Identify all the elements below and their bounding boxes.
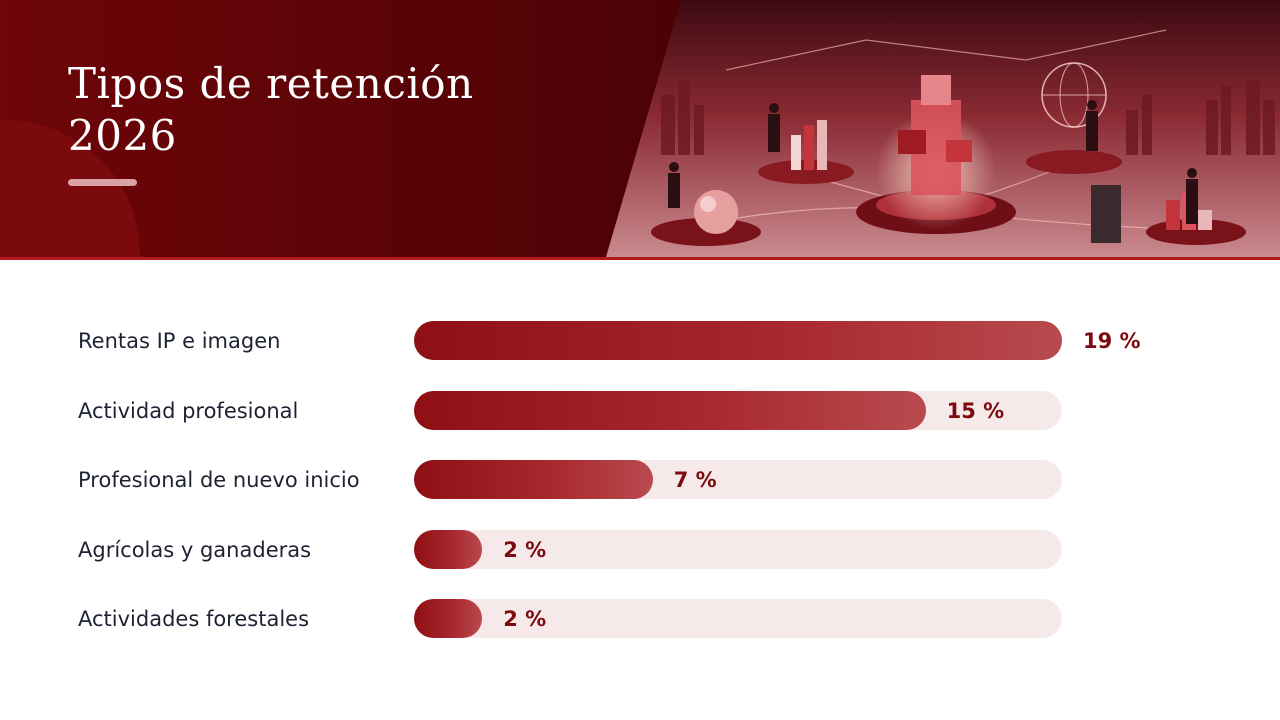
value-label: 2 %: [503, 538, 547, 562]
page-title: Tipos de retención 2026: [68, 58, 588, 162]
bar: [414, 321, 1062, 360]
bar: [414, 530, 483, 569]
value-label: 15 %: [946, 399, 1005, 423]
title-line-2: 2026: [68, 111, 177, 160]
value-label: 7 %: [673, 468, 717, 492]
category-label: Actividades forestales: [78, 607, 310, 631]
bar: [414, 460, 653, 499]
category-label: Profesional de nuevo inicio: [78, 468, 360, 492]
title-underline: [68, 179, 137, 186]
bar: [414, 391, 926, 430]
bar-track: [414, 599, 1062, 638]
city-network-illustration: [606, 0, 1280, 257]
value-label: 2 %: [503, 607, 547, 631]
category-label: Rentas IP e imagen: [78, 329, 281, 353]
bar-track: [414, 530, 1062, 569]
category-label: Actividad profesional: [78, 399, 299, 423]
bar: [414, 599, 483, 638]
header-banner: Tipos de retención 2026: [0, 0, 1280, 257]
header-divider: [0, 257, 1280, 260]
category-label: Agrícolas y ganaderas: [78, 538, 312, 562]
title-line-1: Tipos de retención: [68, 59, 474, 108]
value-label: 19 %: [1083, 329, 1141, 353]
